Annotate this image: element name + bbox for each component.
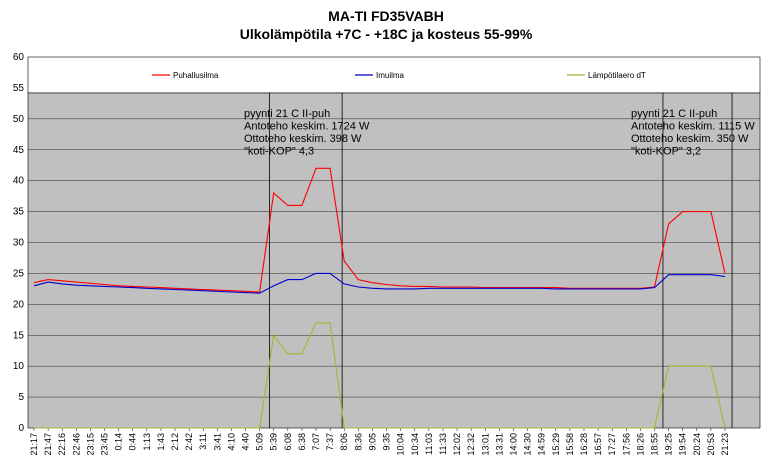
series-line-1 (33, 167, 726, 293)
x-tick-label: 0:14 (114, 433, 124, 451)
x-tick-label: 4:40 (241, 433, 251, 451)
x-tick-label: 0:44 (128, 433, 138, 451)
annotation-line: Ottoteho keskim. 398 W (244, 133, 362, 145)
x-tick-label: 15:29 (551, 433, 561, 456)
x-tick-label: 1:43 (156, 433, 166, 451)
x-tick-label: 1:13 (142, 433, 152, 451)
x-tick-label: 16:57 (593, 433, 603, 456)
x-tick-label: 20:24 (692, 433, 702, 456)
y-tick-label: 5 (18, 392, 24, 403)
y-tick-label: 50 (13, 114, 25, 125)
annotation-line: Ottoteho keskim. 350 W (631, 133, 749, 145)
x-tick-label: 23:15 (85, 433, 95, 456)
x-tick-label: 15:58 (565, 433, 575, 456)
x-tick-label: 6:38 (297, 433, 307, 451)
annotation-line: pyynti 21 C II-puh (244, 108, 330, 120)
x-tick-label: 10:04 (396, 433, 406, 456)
x-tick-label: 17:56 (621, 433, 631, 456)
x-tick-label: 7:07 (311, 433, 321, 451)
y-tick-label: 15 (13, 330, 25, 341)
x-tick-label: 21:17 (29, 433, 39, 456)
x-tick-label: 3:41 (212, 433, 222, 451)
x-tick-label: 11:03 (424, 433, 434, 455)
plot-area (27, 92, 761, 429)
x-tick-label: 9:05 (367, 433, 377, 451)
x-tick-label: 13:01 (480, 433, 490, 456)
x-tick-label: 10:34 (410, 433, 420, 456)
x-tick-label: 9:35 (382, 433, 392, 451)
x-tick-label: 11:33 (438, 433, 448, 455)
annotation-line: Antoteho keskim. 1724 W (244, 121, 370, 133)
x-tick-label: 19:25 (664, 433, 674, 456)
x-tick-label: 12:32 (466, 433, 476, 456)
y-tick-label: 55 (13, 83, 25, 94)
y-tick-label: 60 (13, 52, 25, 63)
y-tick-label: 20 (13, 299, 25, 310)
x-tick-label: 6:08 (283, 433, 293, 451)
x-tick-label: 21:47 (43, 433, 53, 456)
y-tick-label: 10 (13, 361, 25, 372)
legend-entry-1: Puhallusilma (173, 71, 219, 80)
x-tick-label: 17:27 (607, 433, 617, 456)
chart-subtitle: Ulkolämpötila +7C - +18C ja kosteus 55-9… (239, 26, 533, 42)
x-tick-label: 5:09 (255, 433, 265, 451)
y-tick-label: 45 (13, 145, 25, 156)
annotation-line: Antoteho keskim. 1115 W (631, 121, 755, 133)
series-line-3 (34, 322, 726, 429)
x-tick-label: 16:28 (579, 433, 589, 456)
x-tick-label: 22:46 (71, 433, 81, 456)
x-tick-label: 13:31 (494, 433, 504, 456)
x-tick-label: 8:06 (339, 433, 349, 451)
x-tick-label: 5:39 (269, 433, 279, 451)
x-tick-label: 2:42 (184, 433, 194, 451)
legend-entry-3: Lämpötilaero dT (588, 71, 646, 80)
x-tick-label: 7:37 (325, 433, 335, 451)
x-tick-label: 22:16 (57, 433, 67, 456)
y-tick-label: 30 (13, 238, 25, 249)
x-tick-label: 23:45 (100, 433, 110, 456)
x-tick-label: 8:36 (353, 433, 363, 451)
x-tick-label: 14:30 (523, 433, 533, 456)
x-tick-label: 19:54 (678, 433, 688, 456)
x-tick-label: 3:11 (198, 433, 208, 450)
series-line-2 (33, 272, 726, 294)
x-tick-label: 2:12 (170, 433, 180, 451)
x-tick-label: 4:10 (226, 433, 236, 451)
x-tick-label: 14:59 (537, 433, 547, 456)
y-tick-label: 25 (13, 268, 25, 279)
x-tick-label: 20:53 (706, 433, 716, 456)
legend-entry-2: Imuilma (376, 71, 405, 80)
annotation-line: "koti-KOP" 3,2 (631, 146, 701, 158)
y-tick-label: 35 (13, 207, 25, 218)
chart-title: MA-TI FD35VABH (328, 8, 444, 24)
legend-area (27, 56, 761, 94)
y-tick-label: 40 (13, 176, 25, 187)
annotation-line: pyynti 21 C II-puh (631, 108, 717, 120)
annotation-line: "koti-KOP" 4,3 (244, 146, 314, 158)
x-tick-label: 14:00 (508, 433, 518, 456)
x-tick-label: 12:02 (452, 433, 462, 456)
x-tick-label: 18:55 (649, 433, 659, 456)
x-tick-label: 21:23 (720, 433, 730, 456)
x-tick-label: 18:26 (635, 433, 645, 456)
y-tick-label: 0 (18, 423, 24, 434)
